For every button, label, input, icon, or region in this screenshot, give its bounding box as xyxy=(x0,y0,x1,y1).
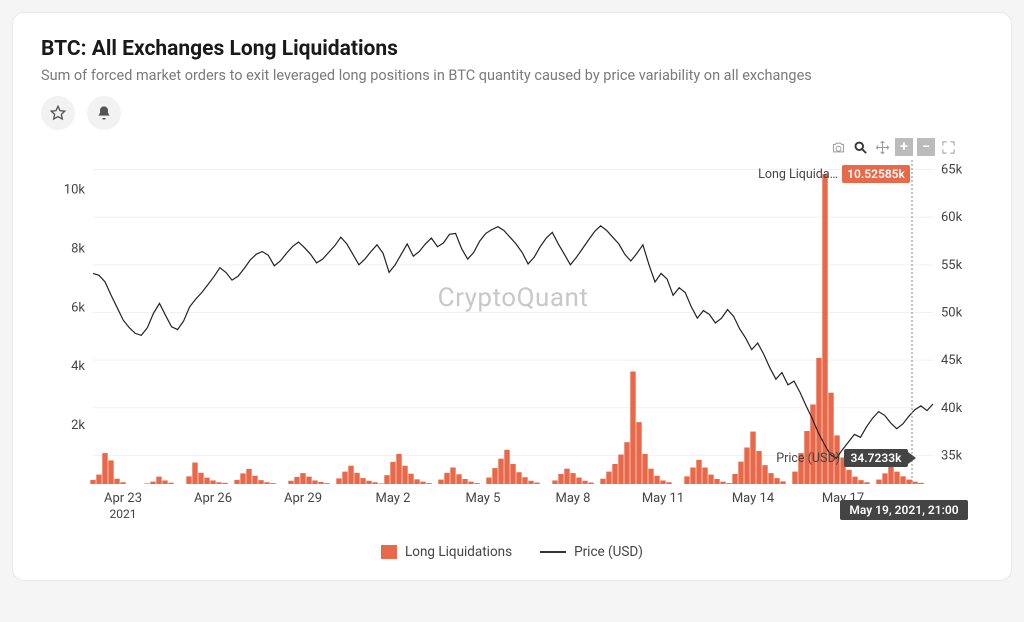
zoom-button[interactable] xyxy=(851,138,869,156)
svg-text:35k: 35k xyxy=(941,448,963,463)
zoomout-button[interactable]: − xyxy=(917,138,935,156)
fullscreen-button[interactable] xyxy=(939,138,957,156)
svg-text:34.7233k: 34.7233k xyxy=(851,451,903,465)
svg-text:May 14: May 14 xyxy=(732,491,775,506)
search-icon xyxy=(853,140,868,155)
pan-button[interactable] xyxy=(873,138,891,156)
svg-text:2k: 2k xyxy=(71,418,85,433)
svg-text:60k: 60k xyxy=(941,210,963,225)
svg-text:May 5: May 5 xyxy=(465,491,500,506)
svg-text:May 19, 2021, 21:00: May 19, 2021, 21:00 xyxy=(849,503,958,517)
svg-text:Price (USD): Price (USD) xyxy=(776,451,840,466)
svg-text:CryptoQuant: CryptoQuant xyxy=(438,283,589,313)
svg-text:50k: 50k xyxy=(941,305,963,320)
chart-svg[interactable]: CryptoQuant 2k 4k 6k 8k 10k 35k 40k 45k 50k 55k 60k… xyxy=(41,138,985,538)
svg-text:Apr 23: Apr 23 xyxy=(104,491,142,506)
svg-text:2021: 2021 xyxy=(110,507,137,521)
legend-line: Price (USD) xyxy=(540,544,643,560)
svg-text:May 11: May 11 xyxy=(642,491,684,506)
line-swatch xyxy=(540,551,566,553)
bar-swatch xyxy=(381,545,397,559)
expand-icon xyxy=(941,140,956,155)
chart-subtitle: Sum of forced market orders to exit leve… xyxy=(41,67,983,84)
move-icon xyxy=(875,140,890,155)
svg-text:May 8: May 8 xyxy=(555,491,590,506)
action-icons xyxy=(41,96,983,130)
svg-text:45k: 45k xyxy=(941,353,963,368)
svg-text:May 2: May 2 xyxy=(375,491,410,506)
legend: Long Liquidations Price (USD) xyxy=(41,544,983,560)
favorite-button[interactable] xyxy=(41,96,75,130)
svg-text:6k: 6k xyxy=(71,300,85,315)
snapshot-button[interactable] xyxy=(829,138,847,156)
plot-toolbar: + − xyxy=(829,138,957,156)
star-icon xyxy=(50,105,66,121)
legend-bars: Long Liquidations xyxy=(381,544,512,560)
svg-text:Long Liquida…: Long Liquida… xyxy=(758,167,838,182)
zoomin-button[interactable]: + xyxy=(895,138,913,156)
svg-text:10k: 10k xyxy=(64,182,86,197)
chart-container: + − CryptoQuant 2k 4k 6k 8k 10k 35k 40k 45k 50k 55… xyxy=(41,138,983,538)
bell-icon xyxy=(96,105,112,121)
svg-text:40k: 40k xyxy=(941,401,963,416)
svg-text:8k: 8k xyxy=(71,241,85,256)
svg-text:65k: 65k xyxy=(941,163,963,178)
chart-title: BTC: All Exchanges Long Liquidations xyxy=(41,37,983,61)
svg-text:Apr 29: Apr 29 xyxy=(284,491,322,506)
chart-card: BTC: All Exchanges Long Liquidations Sum… xyxy=(12,12,1012,581)
svg-text:55k: 55k xyxy=(941,258,963,273)
legend-line-label: Price (USD) xyxy=(574,544,643,560)
alert-button[interactable] xyxy=(87,96,121,130)
svg-text:10.52585k: 10.52585k xyxy=(847,167,905,181)
camera-icon xyxy=(831,140,846,155)
svg-text:4k: 4k xyxy=(71,359,85,374)
svg-text:Apr 26: Apr 26 xyxy=(194,491,232,506)
legend-bars-label: Long Liquidations xyxy=(405,544,512,560)
